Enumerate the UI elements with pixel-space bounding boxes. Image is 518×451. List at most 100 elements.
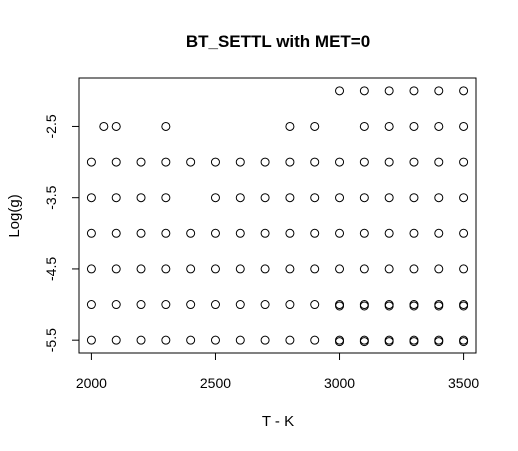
data-point <box>409 193 419 203</box>
data-point <box>434 228 444 238</box>
data-point <box>260 157 270 167</box>
data-point <box>86 193 96 203</box>
data-point <box>409 121 419 131</box>
data-point <box>136 335 146 345</box>
data-point <box>86 335 96 345</box>
data-point <box>111 335 121 345</box>
data-point <box>335 86 345 96</box>
data-point <box>186 228 196 238</box>
data-point <box>260 335 270 345</box>
data-point <box>310 300 320 310</box>
data-point <box>359 157 369 167</box>
data-point <box>86 157 96 167</box>
data-point <box>111 121 121 131</box>
data-point <box>409 301 419 311</box>
data-point <box>235 300 245 310</box>
data-point <box>260 300 270 310</box>
y-tick-label: -2.5 <box>43 114 59 138</box>
x-axis-title: T - K <box>262 413 294 430</box>
data-point <box>409 337 419 347</box>
data-point <box>186 157 196 167</box>
data-point <box>210 157 220 167</box>
data-point <box>359 337 369 347</box>
data-point <box>384 157 394 167</box>
data-point <box>161 228 171 238</box>
data-point <box>434 86 444 96</box>
data-point <box>359 264 369 274</box>
data-point <box>136 228 146 238</box>
data-point <box>409 228 419 238</box>
data-point <box>285 300 295 310</box>
data-point <box>459 337 469 347</box>
data-point <box>359 301 369 311</box>
data-point <box>384 264 394 274</box>
data-point <box>161 335 171 345</box>
data-point <box>434 264 444 274</box>
data-points <box>86 86 469 347</box>
data-point <box>310 264 320 274</box>
y-tick-label: -4.5 <box>43 257 59 281</box>
data-point <box>136 264 146 274</box>
data-point <box>285 121 295 131</box>
data-point <box>459 121 469 131</box>
data-point <box>335 157 345 167</box>
data-point <box>285 157 295 167</box>
data-point <box>310 157 320 167</box>
x-tick-label: 2500 <box>200 375 231 391</box>
data-point <box>161 121 171 131</box>
data-point <box>434 193 444 203</box>
data-point <box>384 121 394 131</box>
data-point <box>186 300 196 310</box>
data-point <box>136 157 146 167</box>
data-point <box>136 300 146 310</box>
data-point <box>210 193 220 203</box>
data-point <box>86 228 96 238</box>
plot-frame <box>78 77 477 354</box>
data-point <box>285 264 295 274</box>
data-point <box>186 335 196 345</box>
data-point <box>86 300 96 310</box>
x-axis: 2000 2500 3000 3500 <box>76 352 479 391</box>
data-point <box>434 301 444 311</box>
data-point <box>111 193 121 203</box>
data-point <box>285 335 295 345</box>
data-point <box>434 121 444 131</box>
data-point <box>310 228 320 238</box>
data-point <box>409 264 419 274</box>
data-point <box>459 86 469 96</box>
data-point <box>260 228 270 238</box>
data-point <box>384 228 394 238</box>
data-point <box>434 337 444 347</box>
data-point <box>260 193 270 203</box>
data-point <box>384 301 394 311</box>
data-point <box>409 86 419 96</box>
data-point <box>235 193 245 203</box>
data-point <box>210 335 220 345</box>
data-point <box>335 264 345 274</box>
data-point <box>235 228 245 238</box>
data-point <box>359 86 369 96</box>
data-point <box>359 228 369 238</box>
data-point <box>335 193 345 203</box>
x-tick-label: 3000 <box>324 375 355 391</box>
data-point <box>459 157 469 167</box>
data-point <box>235 335 245 345</box>
data-point <box>459 228 469 238</box>
data-point <box>161 193 171 203</box>
data-point <box>161 300 171 310</box>
x-tick-label: 3500 <box>448 375 479 391</box>
data-point <box>459 301 469 311</box>
data-point <box>111 157 121 167</box>
data-point <box>359 193 369 203</box>
data-point <box>310 193 320 203</box>
data-point <box>459 193 469 203</box>
data-point <box>384 193 394 203</box>
data-point <box>111 264 121 274</box>
data-point <box>409 157 419 167</box>
y-tick-label: -3.5 <box>43 185 59 209</box>
data-point <box>310 335 320 345</box>
data-point <box>136 193 146 203</box>
y-axis: -2.5 -3.5 -4.5 -5.5 <box>43 114 80 352</box>
data-point <box>285 228 295 238</box>
data-point <box>161 264 171 274</box>
